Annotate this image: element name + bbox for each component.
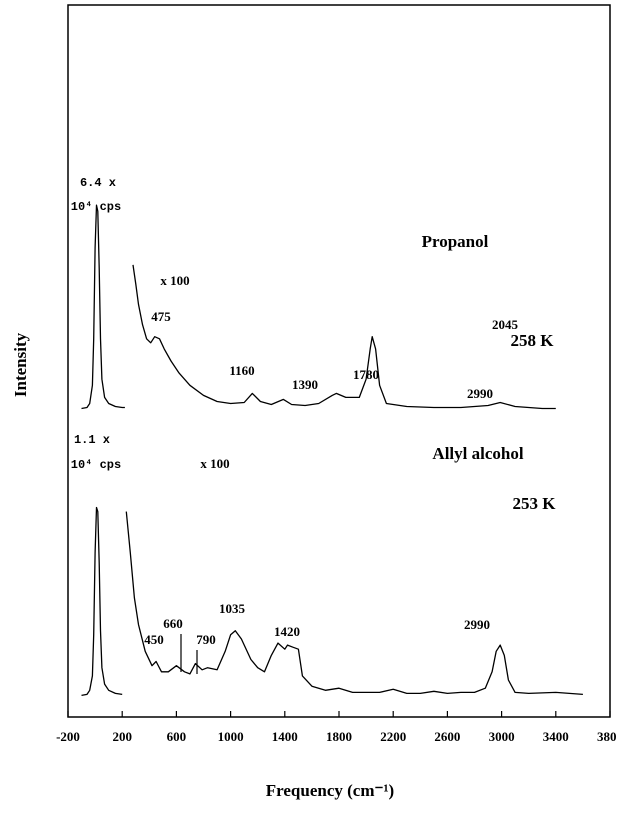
- annotation: 2045: [492, 317, 519, 332]
- x-tick-label: 1800: [326, 729, 352, 744]
- annotation: 10⁴ cps: [71, 458, 121, 472]
- spectrum-line: [81, 204, 125, 410]
- annotation: Allyl alcohol: [432, 444, 523, 463]
- x-tick-label: 3800: [597, 729, 617, 744]
- annotation: 1420: [274, 624, 300, 639]
- annotation: 258 K: [511, 331, 555, 350]
- x-tick-label: 600: [167, 729, 187, 744]
- x-axis-label: Frequency (cm⁻¹): [266, 781, 394, 800]
- annotation: 1390: [292, 377, 318, 392]
- spectrum-line: [132, 264, 556, 410]
- spectrum-line: [125, 511, 583, 696]
- x-tick-label: 3400: [543, 729, 569, 744]
- annotation: x 100: [200, 456, 229, 471]
- annotation: 660: [163, 616, 183, 631]
- annotation: 6.4 x: [80, 176, 116, 190]
- x-tick-label: -200: [56, 729, 80, 744]
- annotation: Propanol: [422, 232, 489, 251]
- annotation: 1160: [229, 363, 254, 378]
- frame: [67, 4, 611, 718]
- annotation: 450: [144, 632, 164, 647]
- annotation: 1780: [353, 367, 379, 382]
- annotation: x 100: [160, 273, 189, 288]
- y-axis-label: Intensity: [11, 332, 30, 397]
- x-tick-label: 1400: [272, 729, 298, 744]
- x-tick-label: 1000: [218, 729, 244, 744]
- x-tick-label: 2600: [434, 729, 460, 744]
- annotation: 2990: [464, 617, 490, 632]
- annotation: 2990: [467, 386, 493, 401]
- annotation: 475: [151, 309, 171, 324]
- annotation: 790: [196, 632, 216, 647]
- spectrum-line: [81, 506, 123, 697]
- annotation: 253 K: [513, 494, 557, 513]
- annotation: 1.1 x: [74, 433, 110, 447]
- x-tick-label: 200: [112, 729, 132, 744]
- x-tick-label: 3000: [489, 729, 515, 744]
- annotation: 1035: [219, 601, 246, 616]
- x-tick-label: 2200: [380, 729, 406, 744]
